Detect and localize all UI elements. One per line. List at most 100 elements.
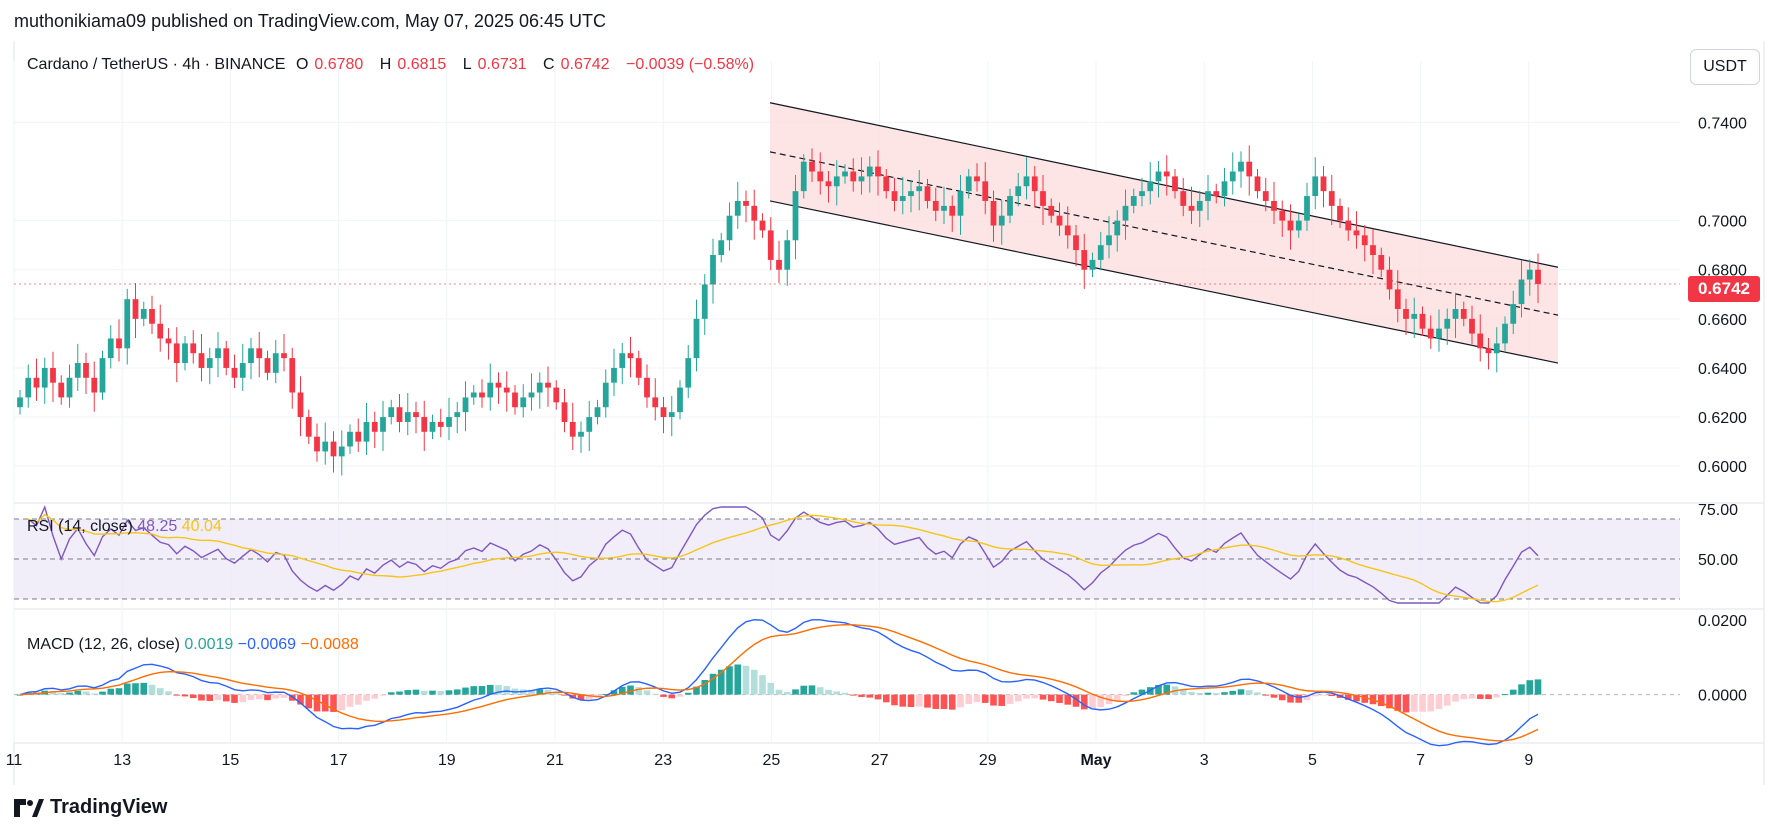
- macd-histogram-bar: [1361, 694, 1369, 703]
- candle-body: [809, 161, 815, 172]
- chart-svg[interactable]: 0.7400 0.7000 0.6800 0.6600 0.6400 0.6200 0.60…: [0, 41, 1781, 785]
- candle-body: [297, 392, 304, 418]
- chart-area[interactable]: 0.7400 0.7000 0.6800 0.6600 0.6400 0.6200 0.60…: [0, 41, 1781, 785]
- macd-histogram-bar: [808, 685, 816, 695]
- rsi-legend: RSI (14, close) 48.25 40.04: [27, 518, 222, 536]
- macd-histogram-bar: [280, 694, 288, 698]
- macd-histogram-bar: [866, 694, 874, 698]
- macd-legend: MACD (12, 26, close) 0.0019 −0.0069 −0.0…: [27, 636, 359, 654]
- candle-body: [1460, 309, 1467, 319]
- candle-body: [1353, 230, 1360, 236]
- macd-histogram-bar: [115, 688, 123, 695]
- candle-body: [429, 421, 436, 432]
- macd-histogram-bar: [1097, 694, 1105, 708]
- candle-body: [1048, 205, 1055, 216]
- candle-body: [289, 358, 296, 393]
- macd-histogram-bar: [990, 694, 997, 706]
- candle-body: [561, 402, 568, 422]
- rsi-label[interactable]: RSI (14, close): [27, 518, 133, 535]
- macd-histogram-bar: [247, 694, 255, 700]
- candle-body: [941, 205, 947, 211]
- high-value: 0.6815: [397, 56, 447, 73]
- macd-histogram-bar: [544, 689, 552, 695]
- candle-body: [602, 382, 609, 408]
- candle-body: [545, 382, 551, 388]
- macd-histogram-bar: [495, 685, 502, 695]
- macd-histogram-bar: [1410, 694, 1418, 712]
- candle-body: [314, 436, 320, 452]
- candle-body: [347, 431, 353, 447]
- macd-label[interactable]: MACD (12, 26, close): [27, 636, 180, 653]
- candle-body: [1427, 328, 1434, 339]
- macd-histogram-bar: [1014, 694, 1022, 702]
- candle-body: [1015, 186, 1022, 197]
- symbol-label[interactable]: Cardano / TetherUS · 4h · BINANCE: [27, 56, 286, 73]
- macd-histogram-bar: [643, 690, 651, 695]
- macd-histogram-bar: [1188, 692, 1195, 695]
- candle-body: [924, 186, 931, 201]
- macd-histogram-bar: [1476, 694, 1484, 699]
- macd-histogram-bar: [1452, 694, 1459, 702]
- macd-histogram-bar: [1270, 694, 1278, 698]
- candle-body: [817, 171, 824, 182]
- tradingview-logo[interactable]: TradingView: [14, 796, 167, 819]
- macd-histogram-bar: [1311, 694, 1319, 697]
- macd-histogram-bar: [981, 694, 989, 703]
- macd-histogram-bar: [1344, 694, 1352, 700]
- macd-histogram-bar: [1245, 690, 1253, 695]
- signal-line-value: −0.0088: [300, 636, 359, 653]
- macd-histogram-bar: [1262, 694, 1270, 696]
- candle-body: [578, 431, 584, 437]
- candle-body: [404, 412, 411, 422]
- candle-body: [660, 407, 667, 418]
- macd-histogram-bar: [676, 694, 684, 697]
- candle-body: [1436, 328, 1442, 339]
- candle-body: [41, 367, 48, 388]
- candle-body: [842, 171, 848, 177]
- candle-body: [1493, 343, 1500, 354]
- macd-histogram-bar: [1427, 694, 1435, 712]
- candle-body: [1535, 269, 1541, 284]
- macd-histogram-bar: [1295, 694, 1303, 703]
- currency-button[interactable]: USDT: [1690, 49, 1760, 85]
- macd-histogram-bar: [82, 691, 90, 695]
- macd-histogram-bar: [1064, 694, 1072, 705]
- open-value: 0.6780: [314, 56, 364, 73]
- macd-histogram-bar: [552, 691, 560, 695]
- candle-body: [1403, 309, 1409, 319]
- x-tick-label: 7: [1416, 752, 1425, 769]
- candle-body: [1394, 289, 1401, 310]
- macd-histogram-bar: [1072, 694, 1080, 707]
- candle-body: [1304, 196, 1310, 221]
- macd-histogram-bar: [1212, 693, 1220, 695]
- macd-histogram-bar: [1006, 694, 1014, 704]
- macd-histogram-bar: [57, 693, 65, 695]
- candle-body: [1510, 304, 1517, 324]
- candle-body: [759, 220, 766, 231]
- candle-body: [858, 176, 865, 182]
- macd-tick-label: 0.0000: [1698, 688, 1747, 705]
- candle-body: [17, 397, 23, 408]
- candle-body: [215, 348, 221, 359]
- macd-histogram-bar: [1056, 694, 1063, 703]
- candle-body: [116, 338, 122, 349]
- candle-body: [784, 240, 791, 270]
- macd-histogram-bar: [1534, 679, 1542, 695]
- candle-body: [182, 343, 188, 364]
- candle-body: [1246, 161, 1253, 177]
- rsi-ma-value: 40.04: [181, 518, 222, 535]
- candle-body: [231, 367, 238, 378]
- candle-body: [1419, 313, 1426, 329]
- candle-body: [528, 392, 535, 398]
- candle-body: [586, 417, 593, 432]
- macd-histogram-bar: [354, 694, 362, 705]
- candle-body: [1502, 323, 1508, 344]
- macd-histogram-bar: [561, 694, 568, 696]
- macd-histogram-bar: [825, 689, 832, 695]
- candle-body: [792, 191, 799, 241]
- candle-body: [330, 441, 337, 457]
- macd-histogram-bar: [346, 694, 354, 707]
- macd-histogram-bar: [783, 692, 791, 695]
- candle-body: [536, 382, 543, 393]
- macd-histogram-bar: [231, 694, 238, 703]
